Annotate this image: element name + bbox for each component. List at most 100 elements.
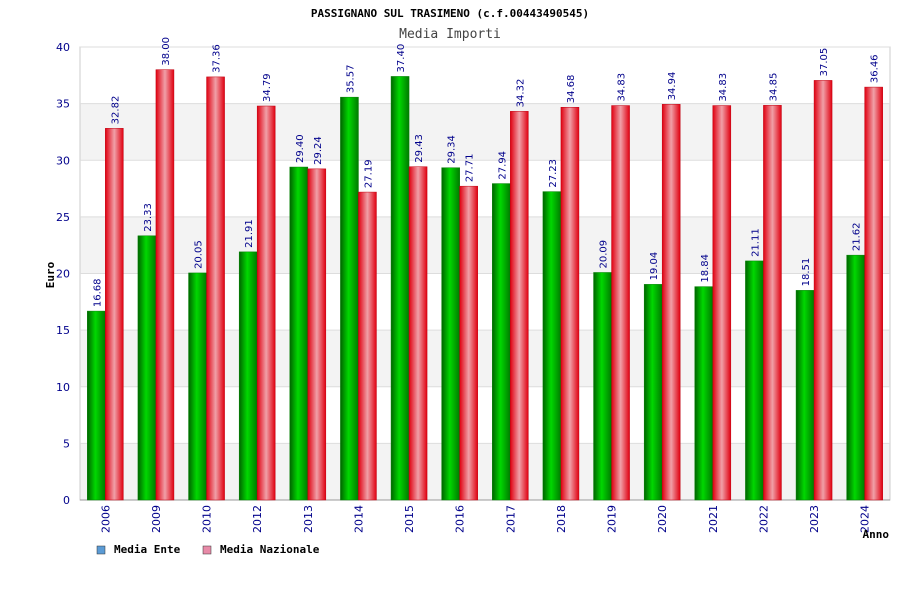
bar-media-nazionale — [206, 76, 225, 501]
bar-media-ente — [745, 260, 764, 501]
y-tick-label: 0 — [63, 494, 70, 507]
data-label: 29.24 — [313, 136, 324, 165]
bar-media-ente — [289, 166, 309, 501]
data-label: 34.68 — [566, 75, 577, 104]
bar-media-nazionale — [510, 111, 529, 501]
bar-media-nazionale — [155, 69, 175, 501]
data-label: 23.33 — [143, 203, 154, 232]
data-label: 34.83 — [617, 73, 628, 102]
x-tick-label: 2024 — [859, 505, 872, 533]
data-label: 34.85 — [768, 73, 779, 102]
y-tick-label: 5 — [63, 437, 70, 450]
bar-media-nazionale — [611, 105, 630, 501]
bar-media-nazionale — [864, 86, 883, 501]
bar-media-ente — [340, 96, 359, 501]
data-label: 34.79 — [262, 73, 273, 102]
bar-media-ente — [137, 235, 157, 501]
x-tick-label: 2006 — [99, 505, 112, 533]
bar-media-ente — [188, 272, 207, 501]
x-tick-label: 2010 — [201, 505, 214, 533]
y-tick-label: 25 — [56, 211, 70, 224]
y-axis-ticks: 0 5 10 15 20 25 30 35 40 — [56, 41, 70, 507]
x-tick-label: 2016 — [454, 505, 467, 533]
y-tick-label: 35 — [56, 98, 70, 111]
data-label: 38.00 — [161, 37, 172, 66]
chart-subtitle: Media Importi — [399, 27, 501, 42]
data-label: 21.11 — [750, 228, 761, 257]
bar-media-nazionale — [358, 191, 377, 501]
x-tick-label: 2020 — [656, 505, 669, 533]
bar-media-ente — [87, 310, 106, 501]
bars — [87, 69, 883, 501]
data-label: 21.62 — [852, 223, 863, 252]
data-label: 34.83 — [718, 73, 729, 102]
y-tick-label: 15 — [56, 324, 70, 337]
legend-label-ente: Media Ente — [114, 543, 181, 556]
data-label: 16.68 — [92, 278, 103, 307]
y-tick-label: 10 — [56, 381, 70, 394]
data-label: 27.71 — [465, 154, 476, 183]
x-tick-label: 2012 — [251, 505, 264, 533]
y-tick-label: 40 — [56, 41, 70, 54]
y-tick-label: 20 — [56, 268, 70, 281]
chart-title: PASSIGNANO SUL TRASIMENO (c.f.0044349054… — [311, 7, 589, 20]
x-tick-label: 2009 — [150, 505, 163, 533]
data-label: 29.43 — [414, 134, 425, 163]
data-label: 29.40 — [295, 134, 306, 163]
x-tick-label: 2017 — [504, 505, 517, 533]
bar-media-nazionale — [408, 166, 428, 501]
x-tick-label: 2023 — [808, 505, 821, 533]
x-tick-label: 2018 — [555, 505, 568, 533]
data-label: 35.57 — [345, 65, 356, 94]
x-tick-label: 2019 — [606, 505, 619, 533]
bar-media-nazionale — [712, 105, 732, 501]
bar-media-ente — [643, 284, 663, 501]
data-label: 34.32 — [515, 79, 526, 108]
legend: Media Ente Media Nazionale — [96, 543, 320, 556]
bar-media-nazionale — [763, 105, 782, 501]
data-label: 37.40 — [396, 44, 407, 73]
bar-media-nazionale — [307, 168, 327, 501]
x-tick-label: 2014 — [352, 505, 365, 533]
bar-media-ente — [542, 191, 562, 501]
data-label: 20.05 — [194, 240, 205, 269]
data-label: 18.51 — [801, 258, 812, 287]
bar-media-nazionale — [256, 105, 276, 501]
data-label: 19.04 — [649, 252, 660, 281]
bar-media-ente — [795, 290, 815, 501]
data-label: 37.05 — [819, 48, 830, 77]
data-label: 32.82 — [110, 96, 121, 125]
data-label: 27.94 — [497, 151, 508, 180]
bar-media-ente — [593, 272, 612, 501]
bar-media-nazionale — [459, 185, 478, 501]
x-axis-ticks: 2006 2009 2010 2012 2013 2014 2015 2016 2017 2018… — [99, 505, 871, 533]
legend-swatch-nazionale — [202, 545, 212, 555]
bar-media-ente — [846, 254, 865, 501]
y-tick-label: 30 — [56, 154, 70, 167]
data-label: 29.34 — [447, 135, 458, 164]
data-label: 21.91 — [244, 219, 255, 248]
x-tick-label: 2015 — [403, 505, 416, 533]
bar-media-ente — [390, 76, 410, 501]
legend-label-nazionale: Media Nazionale — [220, 543, 320, 556]
data-labels: 16.68 32.82 23.33 38.00 20.05 37.36 21.91 34.79… — [92, 37, 880, 307]
data-label: 37.36 — [212, 44, 223, 73]
bar-media-ente — [694, 286, 714, 501]
data-label: 18.84 — [700, 254, 711, 283]
data-label: 36.46 — [870, 54, 881, 83]
data-label: 27.19 — [363, 159, 374, 188]
x-tick-label: 2022 — [757, 505, 770, 533]
bar-media-ente — [238, 251, 258, 501]
y-axis-label: Euro — [44, 261, 57, 288]
bar-media-nazionale — [560, 106, 580, 501]
x-tick-label: 2013 — [302, 505, 315, 533]
bar-media-ente — [441, 167, 460, 501]
bar-media-nazionale — [813, 80, 833, 501]
legend-swatch-ente — [96, 545, 106, 555]
data-label: 27.23 — [548, 159, 559, 188]
bar-media-nazionale — [105, 128, 124, 501]
data-label: 20.09 — [599, 240, 610, 269]
data-label: 34.94 — [667, 72, 678, 101]
x-tick-label: 2021 — [707, 505, 720, 533]
